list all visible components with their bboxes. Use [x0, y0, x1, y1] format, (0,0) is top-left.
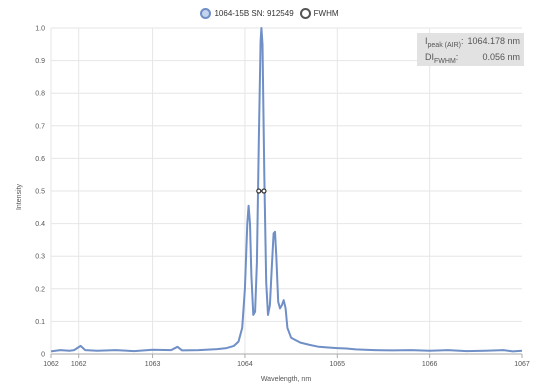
y-tick-label: 0.9 — [35, 58, 45, 65]
fwhm-row: DIFWHM: 0.056 nm — [417, 49, 524, 65]
peak-row: Ipeak (AIR): 1064.178 nm — [417, 33, 524, 49]
legend-item-fwhm[interactable]: FWHM — [299, 8, 339, 19]
peak-info-box: Ipeak (AIR): 1064.178 nm DIFWHM: 0.056 n… — [417, 33, 524, 66]
x-tick-label: 1062 — [71, 361, 87, 368]
y-tick-label: 0.3 — [35, 254, 45, 261]
grid-lines — [51, 27, 522, 354]
y-tick-label: 0 — [41, 352, 45, 359]
y-tick-label: 1.0 — [35, 26, 45, 33]
x-tick-label: 1065 — [330, 361, 346, 368]
y-tick-label: 0.7 — [35, 123, 45, 130]
y-tick-label: 0.2 — [35, 286, 45, 293]
y-tick-label: 0.6 — [35, 156, 45, 163]
spectrum-line — [50, 27, 523, 353]
x-tick-label: 1067 — [514, 361, 530, 368]
y-tick-label: 0.1 — [35, 319, 45, 326]
fwhm-value: 0.056 nm — [482, 52, 520, 62]
x-axis-title: Wavelength, nm — [261, 376, 311, 383]
spectrum-legend-swatch-icon — [200, 8, 212, 19]
x-tick-label: 1062 — [43, 361, 59, 368]
y-tick-label: 0.4 — [35, 221, 45, 228]
fwhm-point — [261, 188, 267, 194]
x-tick-label: 1063 — [145, 361, 161, 368]
peak-value: 1064.178 nm — [467, 36, 520, 46]
legend-item-spectrum[interactable]: 1064-15B SN: 912549 — [200, 8, 294, 19]
fwhm-legend-swatch-icon — [299, 8, 311, 19]
y-tick-label: 0.8 — [35, 91, 45, 98]
peak-label: Ipeak (AIR): — [425, 36, 464, 49]
chart-legend: 1064-15B SN: 912549 FWHM — [0, 8, 539, 19]
fwhm-point — [256, 188, 262, 194]
axes — [50, 28, 523, 358]
legend-label-fwhm: FWHM — [313, 9, 339, 18]
x-tick-label: 1064 — [237, 361, 253, 368]
y-axis-title: Intensity — [16, 183, 23, 210]
tick-labels: 0 0.1 0.2 0.3 0.4 0.5 0.6 0.7 0.8 0.9 1.0 1062 1062 1… — [35, 26, 530, 369]
series-layer — [50, 27, 523, 353]
fwhm-label: DIFWHM: — [425, 52, 459, 65]
legend-label-spectrum: 1064-15B SN: 912549 — [214, 9, 294, 18]
y-tick-label: 0.5 — [35, 189, 45, 196]
x-tick-label: 1066 — [422, 361, 438, 368]
